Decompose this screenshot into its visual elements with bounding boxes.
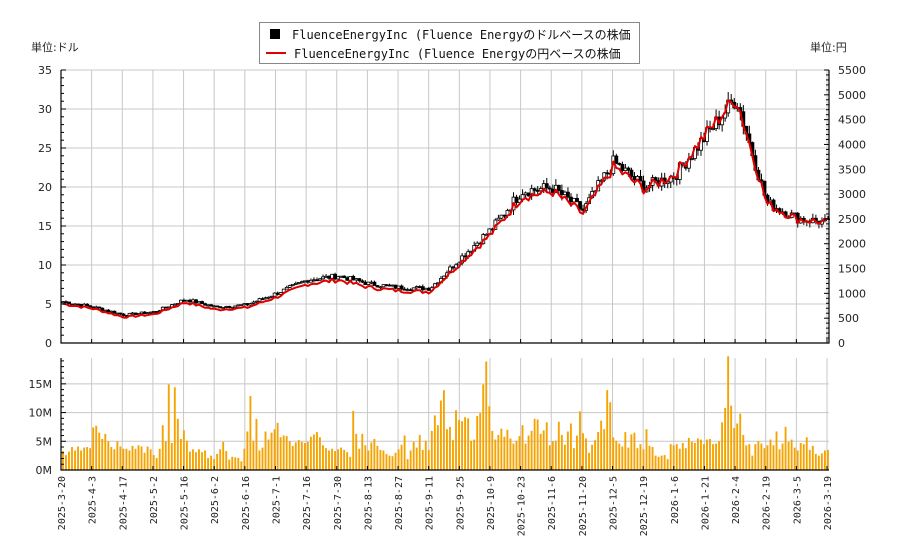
svg-text:20: 20 — [38, 181, 52, 194]
svg-text:4000: 4000 — [838, 138, 866, 151]
svg-text:2025-10-9: 2025-10-9 — [486, 476, 497, 530]
svg-text:2025-10-23: 2025-10-23 — [517, 476, 528, 536]
legend-item-usd: FluenceEnergyInc (Fluence Energyのドルベースの株… — [266, 25, 631, 43]
svg-text:15M: 15M — [29, 378, 53, 391]
svg-text:2025-4-3: 2025-4-3 — [88, 476, 99, 524]
left-axis-unit-label: 単位:ドル — [31, 41, 79, 54]
axis-labels: 0 5 10 15 20 25 30 35 0 500 1000 1500 2000 2500 3000 35… — [29, 64, 867, 536]
svg-text:5500: 5500 — [838, 64, 866, 77]
black-square-icon — [270, 29, 280, 39]
axes — [60, 69, 830, 471]
svg-text:2026-3-19: 2026-3-19 — [823, 476, 834, 530]
svg-text:2025-7-1: 2025-7-1 — [271, 476, 282, 524]
jpy-price-line — [62, 99, 829, 319]
svg-text:3000: 3000 — [838, 188, 866, 201]
legend-item-jpy: FluenceEnergyInc (Fluence Energyの円ベースの株価 — [266, 44, 621, 62]
svg-text:2500: 2500 — [838, 213, 866, 226]
svg-text:2026-1-21: 2026-1-21 — [700, 476, 711, 530]
svg-text:2025-9-11: 2025-9-11 — [425, 476, 436, 530]
svg-text:2026-3-5: 2026-3-5 — [792, 476, 803, 524]
svg-text:5000: 5000 — [838, 89, 866, 102]
svg-text:500: 500 — [838, 312, 859, 325]
legend-label-usd: FluenceEnergyInc (Fluence Energyのドルベースの株… — [292, 27, 631, 42]
volume-bars — [62, 356, 829, 470]
svg-text:5M: 5M — [36, 435, 53, 448]
svg-text:2025-5-16: 2025-5-16 — [180, 476, 191, 530]
right-axis-unit-label: 単位:円 — [810, 41, 847, 54]
svg-text:2025-5-2: 2025-5-2 — [149, 476, 160, 524]
svg-text:2025-4-17: 2025-4-17 — [118, 476, 129, 530]
svg-text:3500: 3500 — [838, 163, 866, 176]
svg-text:2025-6-16: 2025-6-16 — [241, 476, 252, 530]
svg-text:10: 10 — [38, 259, 52, 272]
svg-text:15: 15 — [38, 220, 52, 233]
svg-text:2026-2-19: 2026-2-19 — [762, 476, 773, 530]
red-line-icon — [266, 52, 286, 54]
gridlines — [61, 69, 829, 470]
svg-text:2025-8-13: 2025-8-13 — [363, 476, 374, 530]
svg-text:2025-12-19: 2025-12-19 — [639, 476, 650, 536]
legend-label-jpy: FluenceEnergyInc (Fluence Energyの円ベースの株価 — [294, 46, 621, 61]
svg-text:4500: 4500 — [838, 114, 866, 127]
svg-text:10M: 10M — [29, 407, 53, 420]
usd-candlesticks — [61, 92, 830, 317]
svg-text:1500: 1500 — [838, 263, 866, 276]
svg-text:0: 0 — [45, 337, 52, 350]
svg-text:2000: 2000 — [838, 238, 866, 251]
svg-text:2025-9-25: 2025-9-25 — [455, 476, 466, 530]
svg-text:5: 5 — [45, 298, 52, 311]
svg-text:2026-2-4: 2026-2-4 — [731, 476, 742, 524]
svg-text:0: 0 — [838, 337, 845, 350]
svg-text:2025-7-30: 2025-7-30 — [333, 476, 344, 530]
svg-text:30: 30 — [38, 103, 52, 116]
svg-text:35: 35 — [38, 64, 52, 77]
svg-text:2025-12-5: 2025-12-5 — [609, 476, 620, 530]
svg-text:2025-3-20: 2025-3-20 — [57, 476, 68, 530]
svg-text:2025-6-2: 2025-6-2 — [210, 476, 221, 524]
legend: FluenceEnergyInc (Fluence Energyのドルベースの株… — [259, 22, 640, 64]
svg-text:2026-1-6: 2026-1-6 — [670, 476, 681, 524]
svg-text:0M: 0M — [36, 464, 53, 477]
svg-text:2025-7-16: 2025-7-16 — [302, 476, 313, 530]
svg-text:1000: 1000 — [838, 287, 866, 300]
svg-text:25: 25 — [38, 142, 52, 155]
svg-text:2025-11-6: 2025-11-6 — [547, 476, 558, 530]
svg-text:2025-8-27: 2025-8-27 — [394, 476, 405, 530]
svg-text:2025-11-20: 2025-11-20 — [578, 476, 589, 536]
